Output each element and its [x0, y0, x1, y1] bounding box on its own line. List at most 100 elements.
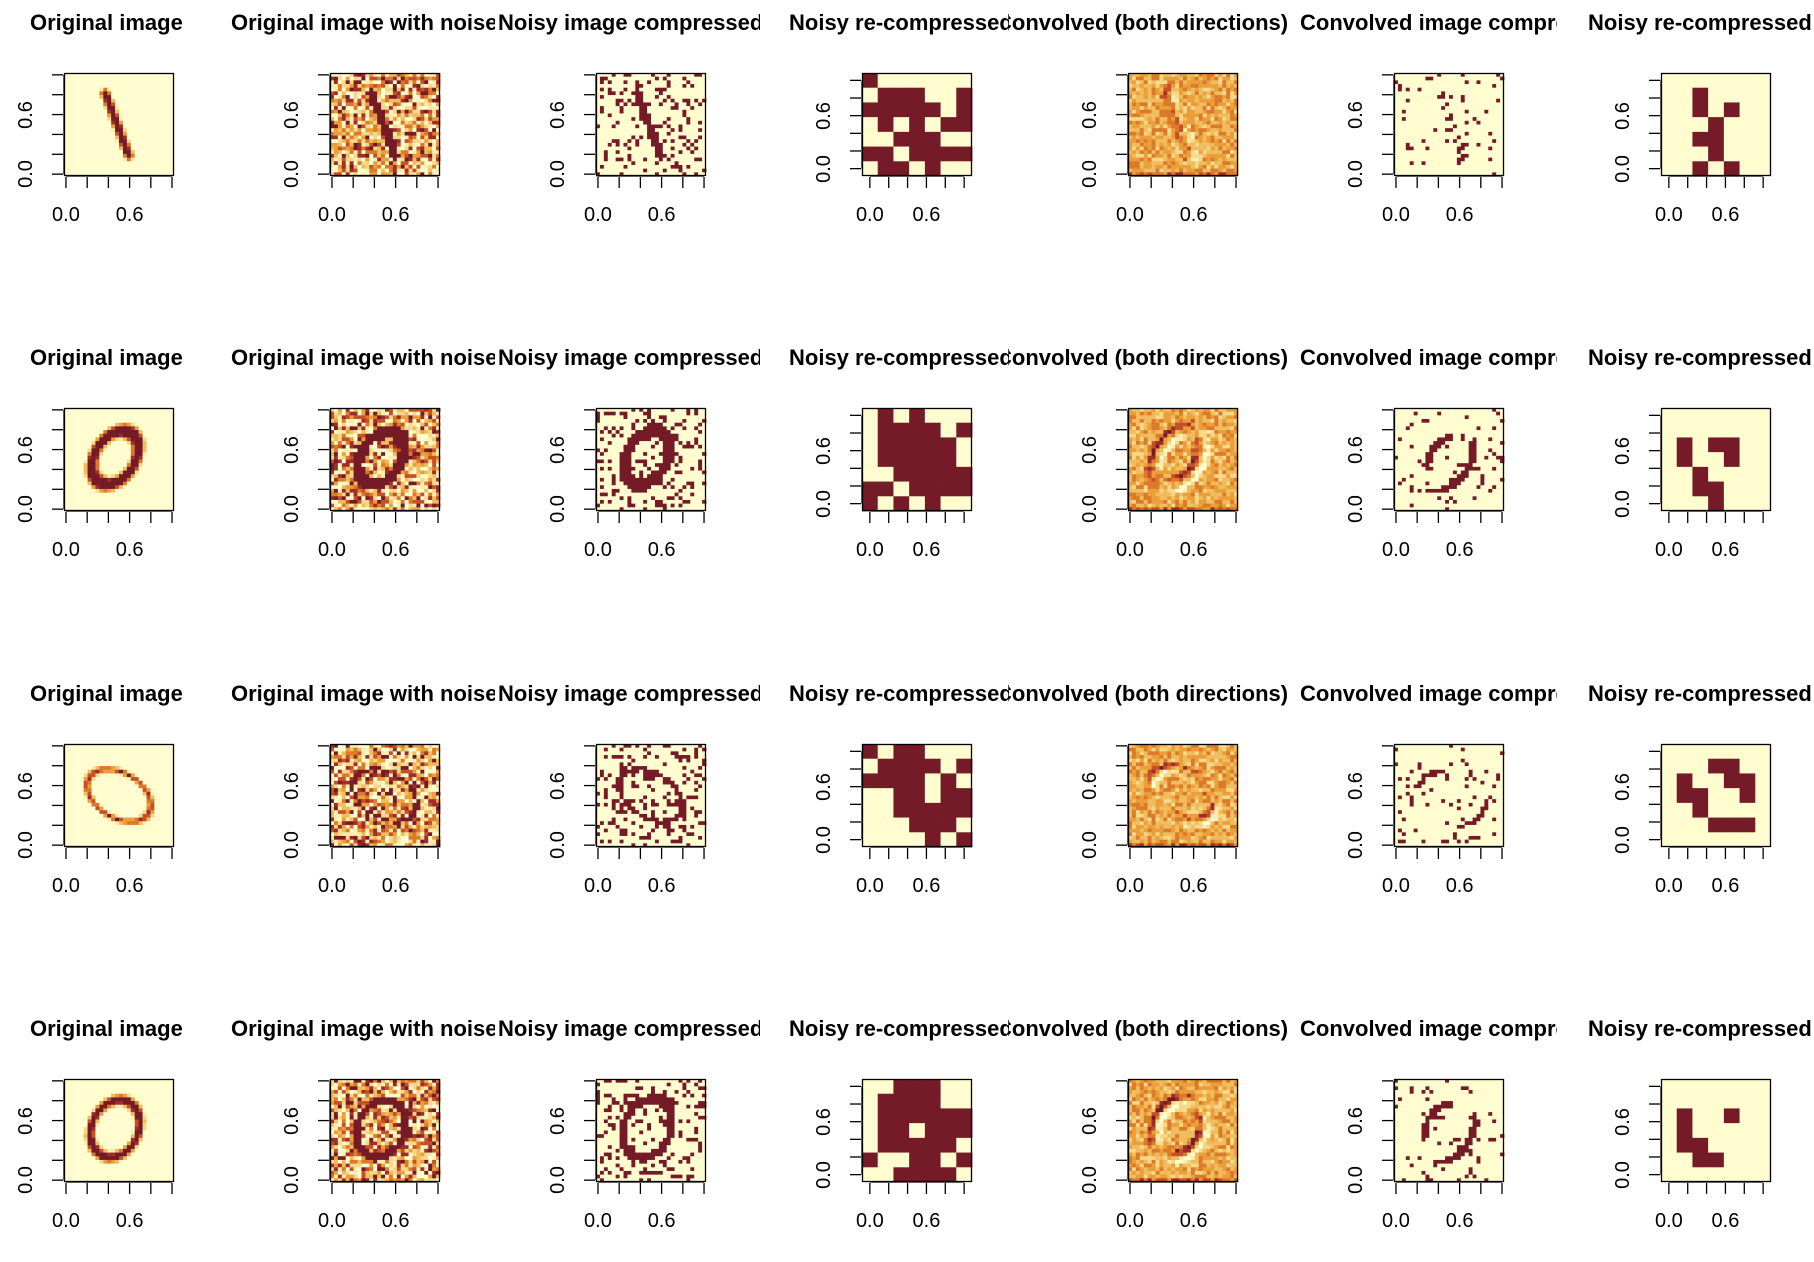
- heatmap-cell: [643, 95, 648, 100]
- heatmap-cell: [341, 98, 347, 103]
- heatmap-cell: [130, 87, 136, 92]
- heatmap-cell: [1143, 153, 1149, 159]
- heatmap-cell: [432, 117, 437, 122]
- heatmap-cell: [698, 91, 703, 96]
- heatmap-cell: [400, 153, 406, 159]
- heatmap-cell: [138, 164, 143, 170]
- heatmap-cell: [658, 128, 664, 133]
- heatmap-cell: [647, 87, 652, 92]
- heatmap-cell: [392, 168, 398, 173]
- heatmap-cell: [392, 109, 398, 114]
- heatmap-cell: [631, 120, 636, 125]
- heatmap-cell: [64, 474, 69, 479]
- heatmap-cell: [154, 80, 159, 85]
- heatmap-cell: [1464, 113, 1470, 118]
- heatmap-cell: [115, 470, 120, 475]
- heatmap-cell: [1234, 106, 1239, 111]
- heatmap-cell: [87, 444, 92, 449]
- heatmap-cell: [1460, 142, 1466, 147]
- heatmap-cell: [1492, 168, 1497, 173]
- heatmap-cell: [1210, 80, 1215, 85]
- heatmap-cell: [150, 499, 155, 505]
- heatmap-cell: [1230, 172, 1235, 177]
- heatmap-cell: [1425, 142, 1430, 147]
- heatmap-cell: [1183, 87, 1188, 92]
- heatmap-cell: [99, 120, 104, 125]
- heatmap-cell: [635, 80, 640, 85]
- heatmap-cell: [662, 124, 668, 129]
- heatmap-cell: [1143, 146, 1149, 151]
- heatmap-cell: [412, 153, 417, 159]
- heatmap-cell: [1409, 172, 1415, 177]
- heatmap-cell: [111, 466, 116, 471]
- heatmap-cell: [599, 135, 605, 140]
- heatmap-cell: [349, 150, 354, 155]
- heatmap-cell: [1468, 135, 1473, 140]
- heatmap-cell: [1139, 135, 1145, 140]
- heatmap-cell: [99, 470, 104, 475]
- heatmap-cell: [1202, 109, 1207, 114]
- heatmap-cell: [79, 98, 85, 103]
- heatmap-cell: [1230, 157, 1235, 162]
- heatmap-cell: [99, 128, 104, 133]
- heatmap-cell: [79, 164, 85, 170]
- heatmap-cell: [1425, 153, 1430, 159]
- heatmap-cell: [67, 507, 73, 512]
- heatmap-cell: [103, 488, 108, 494]
- heatmap-cell: [79, 426, 85, 431]
- heatmap-cell: [1488, 124, 1493, 129]
- heatmap-cell: [686, 76, 691, 81]
- heatmap-cell: [690, 131, 695, 136]
- heatmap-cell: [420, 95, 425, 100]
- heatmap-cell: [130, 430, 136, 435]
- heatmap-cell: [678, 128, 683, 133]
- heatmap-cell: [377, 91, 382, 96]
- heatmap-cell: [666, 128, 672, 133]
- heatmap-cell: [619, 84, 624, 89]
- heatmap-cell: [662, 153, 668, 159]
- heatmap-cell: [64, 415, 69, 420]
- heatmap-cell: [377, 109, 382, 114]
- heatmap-cell: [1147, 168, 1152, 173]
- heatmap-cell: [599, 164, 605, 170]
- heatmap-cell: [67, 150, 73, 155]
- heatmap-cell: [111, 135, 116, 140]
- heatmap-cell: [119, 106, 124, 111]
- heatmap-cell: [631, 87, 636, 92]
- heatmap-cell: [1452, 73, 1458, 78]
- heatmap-cell: [1214, 80, 1219, 85]
- heatmap-cell: [1500, 139, 1505, 144]
- heatmap-cell: [1139, 84, 1145, 89]
- heatmap-cell: [1186, 73, 1192, 78]
- heatmap-cell: [146, 109, 151, 114]
- heatmap-cell: [154, 459, 159, 464]
- heatmap-cell: [1171, 91, 1176, 96]
- heatmap-cell: [130, 172, 136, 177]
- heatmap-cell: [130, 161, 136, 166]
- heatmap-cell: [631, 95, 636, 100]
- heatmap-cell: [365, 124, 370, 129]
- heatmap-cell: [1480, 161, 1485, 166]
- heatmap-cell: [345, 120, 351, 125]
- heatmap-cell: [154, 120, 159, 125]
- heatmap-cell: [702, 106, 707, 111]
- heatmap-cell: [623, 164, 628, 170]
- heatmap-cell: [119, 76, 124, 81]
- y-tick-label: 0.0: [15, 495, 37, 524]
- heatmap-cell: [1183, 164, 1188, 170]
- heatmap-cell: [420, 91, 425, 96]
- heatmap-cell: [122, 95, 128, 100]
- heatmap-cell: [1460, 131, 1466, 136]
- heatmap-cell: [103, 437, 108, 442]
- heatmap-cell: [1429, 109, 1434, 114]
- heatmap-cell: [639, 73, 644, 78]
- heatmap-cell: [1437, 95, 1442, 100]
- heatmap-cell: [1128, 128, 1133, 133]
- heatmap-cell: [1226, 80, 1231, 85]
- heatmap-cell: [146, 415, 151, 420]
- heatmap-cell: [940, 131, 957, 147]
- heatmap-cell: [1394, 109, 1399, 114]
- heatmap-cell: [1425, 172, 1430, 177]
- heatmap-cell: [337, 139, 343, 144]
- heatmap-cell: [79, 109, 85, 114]
